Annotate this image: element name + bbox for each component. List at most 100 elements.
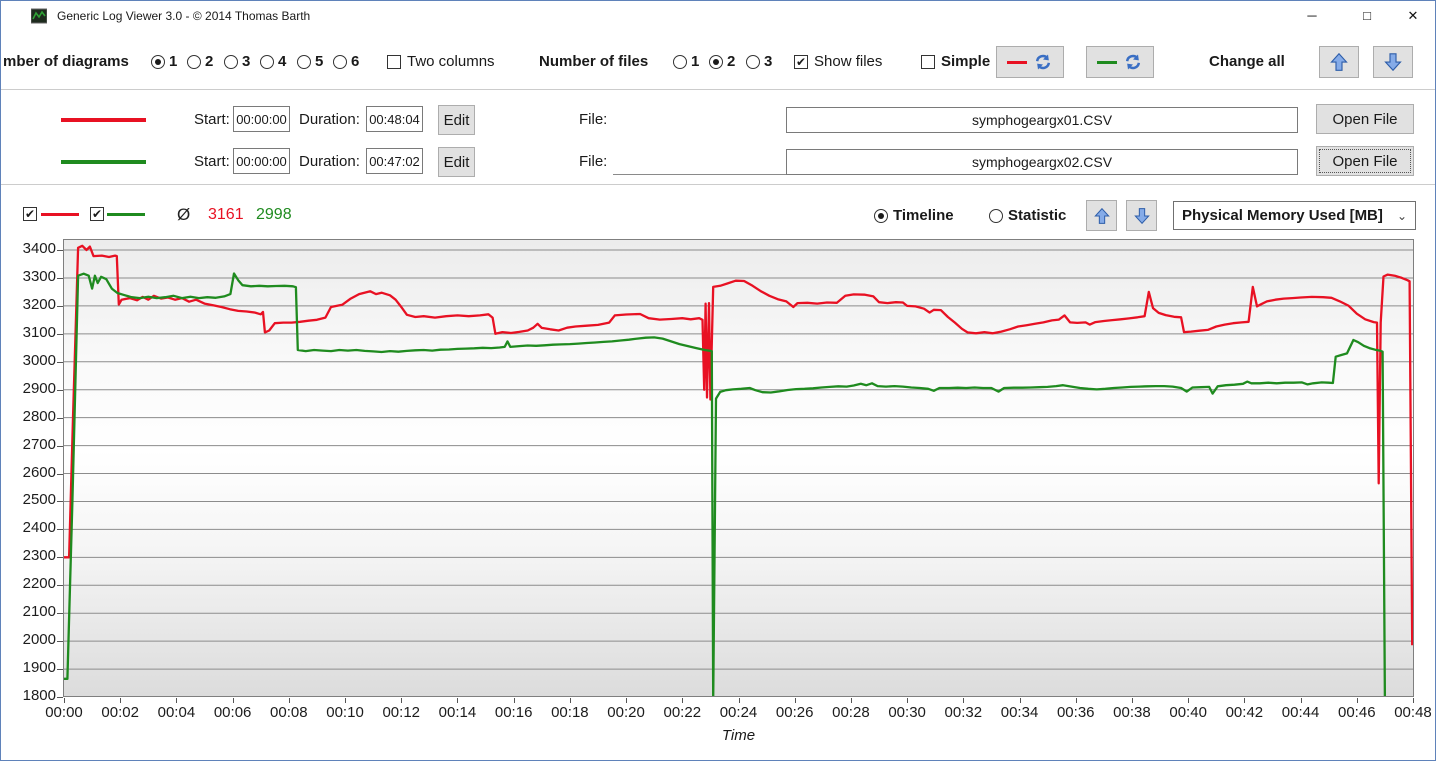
x-tick bbox=[288, 698, 290, 703]
two-columns-label: Two columns bbox=[407, 53, 495, 70]
x-tick bbox=[232, 698, 234, 703]
green-line-icon bbox=[1097, 60, 1117, 64]
y-tick bbox=[57, 557, 63, 559]
x-tick-label: 00:18 bbox=[551, 704, 589, 721]
y-tick-label: 2300 bbox=[22, 547, 56, 565]
change-all-label: Change all bbox=[1209, 53, 1285, 70]
show-files-checkbox[interactable]: ✔ bbox=[794, 55, 808, 69]
file1-start-input[interactable]: 00:00:00 bbox=[233, 106, 290, 132]
files-radio-1[interactable] bbox=[673, 55, 687, 69]
x-tick bbox=[850, 698, 852, 703]
x-tick bbox=[513, 698, 515, 703]
refresh-icon bbox=[1035, 54, 1051, 70]
simple-checkbox[interactable] bbox=[921, 55, 935, 69]
x-tick bbox=[738, 698, 740, 703]
y-tick-label: 2200 bbox=[22, 575, 56, 593]
y-tick-label: 2400 bbox=[22, 519, 56, 537]
file1-edit-button[interactable]: Edit bbox=[438, 105, 475, 135]
x-tick bbox=[569, 698, 571, 703]
y-tick bbox=[57, 697, 63, 698]
x-tick-label: 00:08 bbox=[270, 704, 308, 721]
series1-visible-checkbox[interactable]: ✔ bbox=[23, 207, 37, 221]
file1-filename-input[interactable]: symphogeargx01.CSV bbox=[786, 107, 1298, 133]
x-tick-label: 00:28 bbox=[832, 704, 870, 721]
x-tick-label: 00:44 bbox=[1281, 704, 1320, 721]
diagrams-radio-4[interactable] bbox=[260, 55, 274, 69]
file2-open-file-button[interactable]: Open File bbox=[1316, 146, 1414, 176]
window-title: Generic Log Viewer 3.0 - © 2014 Thomas B… bbox=[57, 9, 311, 23]
series-line-2 bbox=[64, 272, 1387, 696]
x-tick-label: 00:24 bbox=[719, 704, 758, 721]
x-tick-label: 00:20 bbox=[607, 704, 645, 721]
diagrams-radio-5-label: 5 bbox=[315, 53, 324, 70]
close-button[interactable]: ✕ bbox=[1407, 8, 1419, 23]
diagrams-radio-6-label: 6 bbox=[351, 53, 360, 70]
file1-duration-input[interactable]: 00:48:04 bbox=[366, 106, 423, 132]
file2-filename-input[interactable]: symphogeargx02.CSV bbox=[786, 149, 1298, 175]
x-tick-label: 00:10 bbox=[326, 704, 364, 721]
x-tick bbox=[907, 698, 909, 703]
two-columns-checkbox[interactable] bbox=[387, 55, 401, 69]
diagrams-radio-1[interactable] bbox=[151, 55, 165, 69]
file2-duration-input[interactable]: 00:47:02 bbox=[366, 148, 423, 174]
average-value-red: 3161 bbox=[208, 206, 244, 223]
reload-green-button[interactable] bbox=[1086, 46, 1154, 78]
files-radio-2[interactable] bbox=[709, 55, 723, 69]
series2-visible-checkbox[interactable]: ✔ bbox=[90, 207, 104, 221]
file1-open-file-button[interactable]: Open File bbox=[1316, 104, 1414, 134]
files-radio-3[interactable] bbox=[746, 55, 760, 69]
timeline-radio[interactable] bbox=[874, 209, 888, 223]
change-all-down-button[interactable] bbox=[1373, 46, 1413, 78]
y-tick-label: 2600 bbox=[22, 463, 56, 481]
y-tick bbox=[57, 277, 63, 279]
move-diagram-down-button[interactable] bbox=[1126, 200, 1157, 231]
x-tick bbox=[1131, 698, 1133, 703]
series1-legend-line bbox=[41, 213, 79, 216]
y-tick-label: 2900 bbox=[22, 379, 56, 397]
files-radio-2-label: 2 bbox=[727, 53, 736, 70]
minimize-button[interactable]: ─ bbox=[1307, 8, 1317, 23]
move-diagram-up-button[interactable] bbox=[1086, 200, 1117, 231]
y-tick-label: 2000 bbox=[22, 631, 56, 649]
file1-duration-label: Duration: bbox=[299, 111, 360, 128]
x-tick-label: 00:14 bbox=[438, 704, 477, 721]
y-tick-label: 3300 bbox=[22, 267, 56, 285]
diagrams-radio-3[interactable] bbox=[224, 55, 238, 69]
metric-dropdown[interactable]: Physical Memory Used [MB] ⌄ bbox=[1173, 201, 1416, 230]
change-all-up-button[interactable] bbox=[1319, 46, 1359, 78]
diagrams-radio-6[interactable] bbox=[333, 55, 347, 69]
x-tick-label: 00:16 bbox=[494, 704, 533, 721]
y-tick bbox=[57, 641, 63, 643]
x-tick-label: 00:40 bbox=[1169, 704, 1207, 721]
statistic-radio[interactable] bbox=[989, 209, 1003, 223]
x-tick bbox=[120, 698, 122, 703]
x-tick bbox=[963, 698, 965, 703]
x-tick-label: 00:46 bbox=[1338, 704, 1376, 721]
series2-legend-line bbox=[107, 213, 145, 216]
x-tick-label: 00:38 bbox=[1113, 704, 1151, 721]
maximize-button[interactable]: □ bbox=[1363, 8, 1371, 23]
reload-red-button[interactable] bbox=[996, 46, 1064, 78]
number-of-files-label: Number of files bbox=[539, 53, 649, 70]
x-tick bbox=[1356, 698, 1358, 703]
file1-start-label: Start: bbox=[194, 111, 230, 128]
file2-edit-button[interactable]: Edit bbox=[438, 147, 475, 177]
x-tick bbox=[176, 698, 178, 703]
file2-color-swatch bbox=[61, 160, 146, 164]
x-tick bbox=[1300, 698, 1302, 703]
x-axis-title: Time bbox=[721, 727, 756, 744]
files-radio-3-label: 3 bbox=[764, 53, 773, 70]
file2-start-input[interactable]: 00:00:00 bbox=[233, 148, 290, 174]
plot-area[interactable] bbox=[63, 239, 1414, 697]
x-tick-label: 00:26 bbox=[775, 704, 814, 721]
series-line-1 bbox=[64, 244, 1413, 646]
y-tick-label: 2100 bbox=[22, 603, 56, 621]
plot-svg[interactable] bbox=[64, 240, 1413, 696]
y-tick bbox=[57, 305, 63, 307]
y-tick bbox=[57, 417, 63, 419]
x-tick-label: 00:42 bbox=[1225, 704, 1264, 721]
x-tick bbox=[345, 698, 347, 703]
diagrams-radio-2[interactable] bbox=[187, 55, 201, 69]
diagrams-radio-5[interactable] bbox=[297, 55, 311, 69]
up-arrow-icon bbox=[1330, 52, 1348, 71]
